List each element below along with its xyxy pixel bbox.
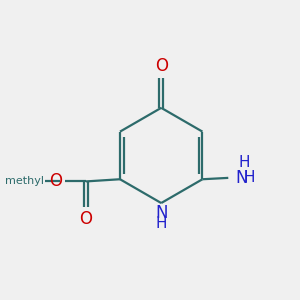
Text: N: N	[155, 204, 167, 222]
Text: methyl: methyl	[5, 176, 44, 186]
Text: H: H	[155, 216, 167, 231]
Text: O: O	[80, 210, 92, 228]
Text: O: O	[50, 172, 63, 190]
Text: H: H	[243, 170, 255, 185]
Text: O: O	[155, 57, 168, 75]
Text: N: N	[235, 169, 248, 187]
Text: H: H	[239, 155, 250, 170]
